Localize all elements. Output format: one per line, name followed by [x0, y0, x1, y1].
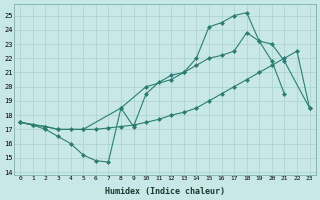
- X-axis label: Humidex (Indice chaleur): Humidex (Indice chaleur): [105, 187, 225, 196]
